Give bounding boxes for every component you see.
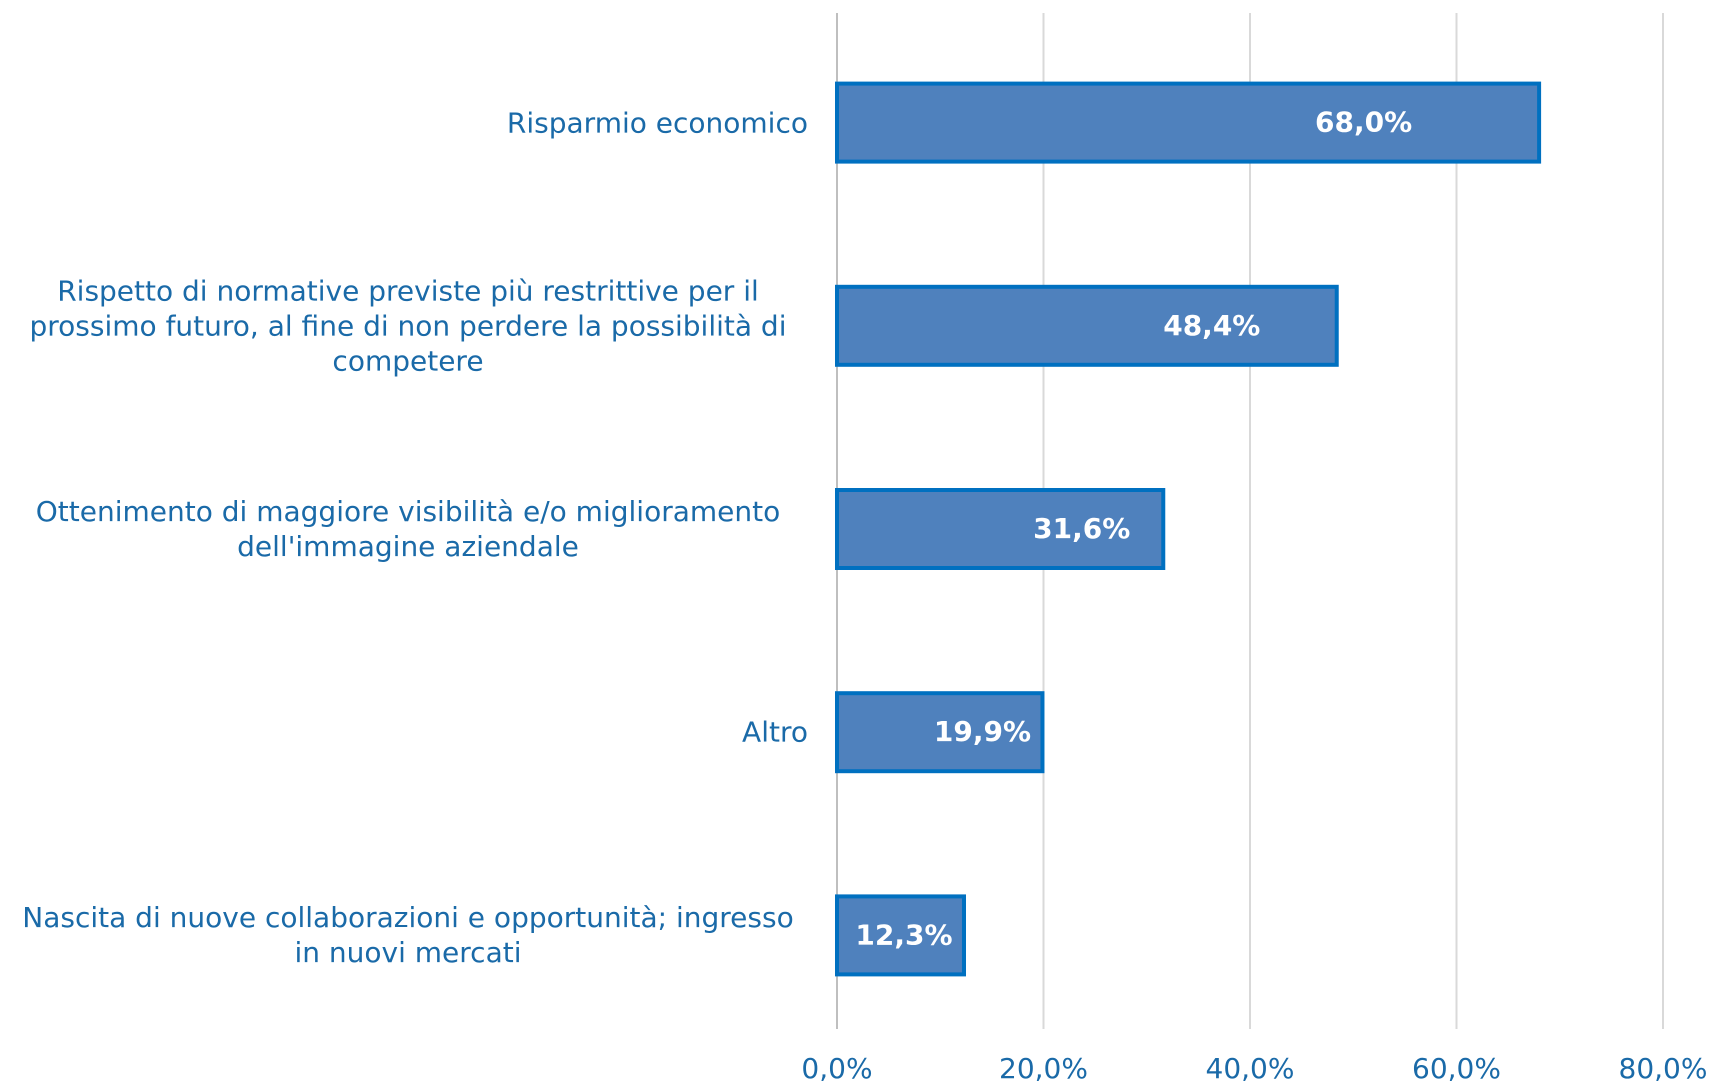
bar <box>835 284 1339 367</box>
data-label: 48,4% <box>1163 309 1260 342</box>
y-tick-label-box: Rispetto di normative previste più restr… <box>8 273 808 378</box>
y-tick-label-box: Nascita di nuove collaborazioni e opport… <box>8 900 808 970</box>
x-tick-label: 20,0% <box>999 1052 1088 1085</box>
y-tick-label-box: Altro <box>8 715 808 750</box>
data-label: 19,9% <box>934 715 1031 748</box>
y-tick-label: Ottenimento di maggiore visibilità e/o m… <box>35 495 781 563</box>
y-tick-label-box: Risparmio economico <box>8 105 808 140</box>
bar <box>835 691 1045 774</box>
data-label: 68,0% <box>1315 106 1412 139</box>
data-label: 12,3% <box>855 918 952 951</box>
bar <box>835 894 966 977</box>
x-tick-label: 40,0% <box>1206 1052 1295 1085</box>
y-tick-label: Risparmio economico <box>506 106 808 140</box>
bar <box>835 488 1166 570</box>
x-tick-label: 60,0% <box>1412 1052 1501 1085</box>
y-tick-label-box: Ottenimento di maggiore visibilità e/o m… <box>8 494 808 564</box>
x-tick-label: 0,0% <box>801 1052 872 1085</box>
data-label: 31,6% <box>1033 512 1130 545</box>
y-tick-label: Rispetto di normative previste più restr… <box>29 274 787 378</box>
x-tick-label: 80,0% <box>1619 1052 1708 1085</box>
y-tick-label: Altro <box>742 715 808 749</box>
bar <box>835 81 1542 164</box>
y-tick-label: Nascita di nuove collaborazioni e opport… <box>22 901 794 970</box>
